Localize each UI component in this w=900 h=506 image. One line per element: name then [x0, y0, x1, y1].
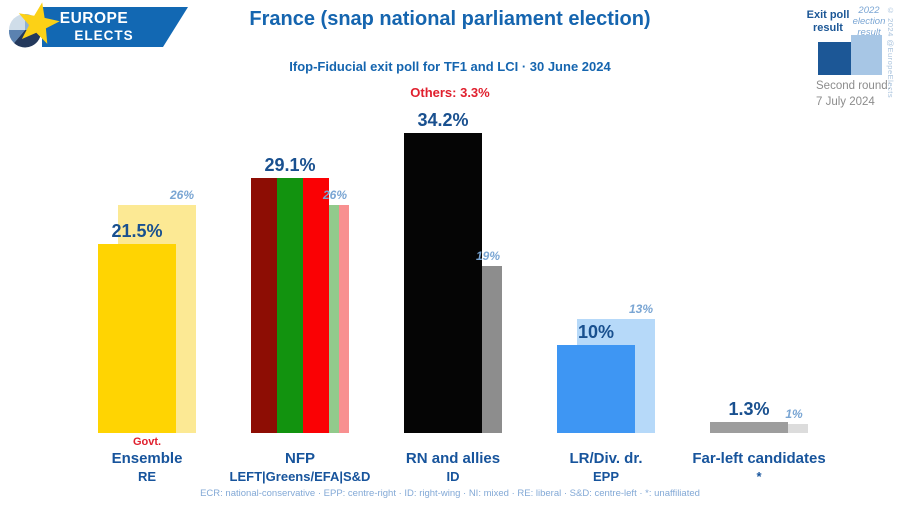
- bar-ep-group-label: EPP: [592, 469, 619, 484]
- legend-exit-poll-swatch: [818, 42, 851, 75]
- copyright-text: © 2024 @EuropeElects: [886, 6, 895, 99]
- legend-exit-poll-label: Exit poll result: [806, 9, 850, 34]
- bar-ep-group-label: *: [756, 469, 762, 484]
- bar-value-label: 10%: [577, 322, 615, 343]
- logo-text-line1: EUROPE: [60, 10, 128, 27]
- bar-exit-poll: [557, 345, 635, 433]
- bar-2022-value-label: 19%: [475, 249, 501, 264]
- bar-2022-value-label: 26%: [169, 187, 195, 202]
- ep-groups-key: ECR: national-conservative · EPP: centre…: [200, 488, 700, 499]
- page-title: France (snap national parliament electio…: [249, 8, 651, 30]
- logo-text-line2: ELECTS: [74, 28, 133, 43]
- bar-exit-poll: [98, 244, 176, 433]
- bar-party-label: LR/Div. dr.: [569, 450, 643, 467]
- bar-value-label: 21.5%: [111, 221, 163, 242]
- others-value: Others: 3.3%: [410, 85, 490, 100]
- second-round-note: Second round: 7 July 2024: [816, 80, 891, 108]
- bar-exit-poll: [251, 177, 329, 433]
- bar-ep-group-label: ID: [446, 469, 460, 484]
- legend-2022-swatch: [851, 35, 882, 75]
- bar-value-label: 1.3%: [728, 398, 770, 419]
- bar-exit-poll: [710, 421, 788, 433]
- bar-note-govt: Govt.: [132, 436, 162, 448]
- bar-party-label: Far-left candidates: [692, 450, 826, 467]
- legend-2022-label: 2022 election result: [852, 5, 886, 38]
- star-icon: [18, 2, 60, 44]
- europe-elects-logo: EUROPE ELECTS: [8, 2, 188, 48]
- bar-ep-group-label: RE: [137, 469, 157, 484]
- poll-subtitle: Ifop-Fiducial exit poll for TF1 and LCI …: [289, 59, 611, 74]
- bar-party-label: RN and allies: [405, 450, 501, 467]
- bar-value-label: 29.1%: [264, 154, 316, 175]
- bar-2022-value-label: 13%: [628, 301, 654, 316]
- bar-party-label: NFP: [285, 450, 315, 467]
- bar-ep-group-label: LEFT|Greens/EFA|S&D: [229, 469, 371, 484]
- bar-party-label: Ensemble: [111, 450, 183, 467]
- bar-value-label: 34.2%: [417, 110, 469, 131]
- bar-2022-value-label: 1%: [785, 407, 803, 422]
- bar-exit-poll: [404, 133, 482, 433]
- logo-banner: [42, 7, 188, 47]
- bar-2022-value-label: 26%: [322, 187, 348, 202]
